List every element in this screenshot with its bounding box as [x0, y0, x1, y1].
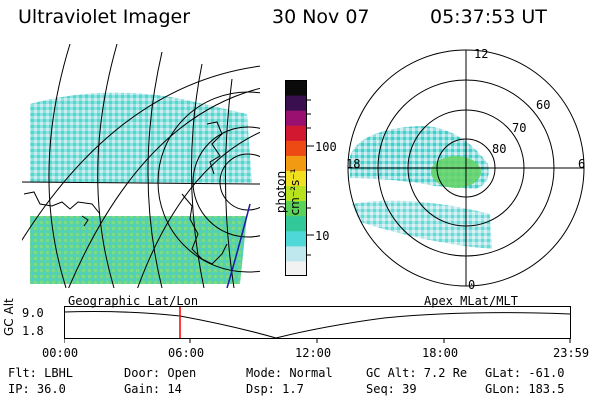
- xtick-1200: 12:00: [295, 346, 332, 360]
- colorbar-swatch: [285, 155, 307, 171]
- colorbar-swatch: [285, 185, 307, 202]
- colorbar-swatch: [285, 110, 307, 126]
- colorbar-unit-label: photon cm⁻²s⁻¹: [274, 168, 302, 216]
- colorbar-swatch: [285, 200, 307, 217]
- status-door: Door: Open: [124, 366, 197, 380]
- altitude-curve: [64, 311, 571, 339]
- aurora-upper-band: [30, 92, 252, 184]
- colorbar-swatch: [285, 215, 307, 232]
- lat-70-label: 70: [512, 121, 527, 135]
- aurora-lower-band: [30, 216, 247, 284]
- status-mode: Mode: Normal: [246, 366, 333, 380]
- colorbar-swatch: [285, 140, 307, 156]
- colorbar-swatch: [285, 95, 307, 111]
- colorbar-ticks: [307, 99, 314, 256]
- status-seq: Seq: 39: [366, 382, 417, 396]
- status-gc-alt: GC Alt: 7.2 Re: [366, 366, 468, 380]
- time-label: 05:37:53 UT: [430, 6, 547, 28]
- lat-60-label: 60: [536, 98, 551, 112]
- lat-80-label: 80: [492, 142, 507, 156]
- status-gain: Gain: 14: [124, 382, 182, 396]
- colorbar-swatch: [285, 260, 307, 277]
- xtick-0600: 06:00: [168, 346, 205, 360]
- xtick-0000: 00:00: [42, 346, 79, 360]
- colorbar-tick-100: 100: [315, 140, 337, 154]
- colorbar-swatch: [285, 80, 307, 96]
- altitude-ylabel: GC Alt: [2, 298, 16, 336]
- xtick-1800: 18:00: [422, 346, 459, 360]
- colorbar-swatch: [285, 245, 307, 262]
- status-glon: GLon: 183.5: [485, 382, 565, 396]
- altitude-ymin: 1.8: [22, 324, 44, 338]
- colorbar: [285, 80, 307, 277]
- geographic-map: [22, 44, 260, 288]
- right-panel-caption: Apex MLat/MLT: [424, 294, 518, 308]
- status-filter: Flt: LBHL: [8, 366, 74, 380]
- altitude-ymax: 9.0: [22, 306, 44, 320]
- altitude-plot: [64, 306, 571, 343]
- mlt-0-label: 0: [468, 278, 476, 292]
- colorbar-tick-10: 10: [315, 229, 330, 243]
- colorbar-swatch: [285, 170, 307, 187]
- mlt-6-label: 6: [578, 157, 586, 171]
- left-panel-caption: Geographic Lat/Lon: [68, 294, 199, 308]
- colorbar-swatch: [285, 125, 307, 141]
- instrument-title: Ultraviolet Imager: [18, 6, 191, 28]
- polar-plot: [347, 49, 585, 287]
- date-label: 30 Nov 07: [272, 6, 370, 28]
- mlt-12-label: 12: [474, 47, 489, 61]
- status-ip: IP: 36.0: [8, 382, 66, 396]
- status-dsp: Dsp: 1.7: [246, 382, 304, 396]
- xtick-2359: 23:59: [553, 346, 590, 360]
- colorbar-swatch: [285, 230, 307, 247]
- aurora-core: [431, 156, 481, 188]
- status-glat: GLat: -61.0: [485, 366, 565, 380]
- aurora-lower-arc: [352, 200, 492, 249]
- colorbar-gradient: [285, 80, 307, 277]
- mlt-18-label: 18: [346, 157, 361, 171]
